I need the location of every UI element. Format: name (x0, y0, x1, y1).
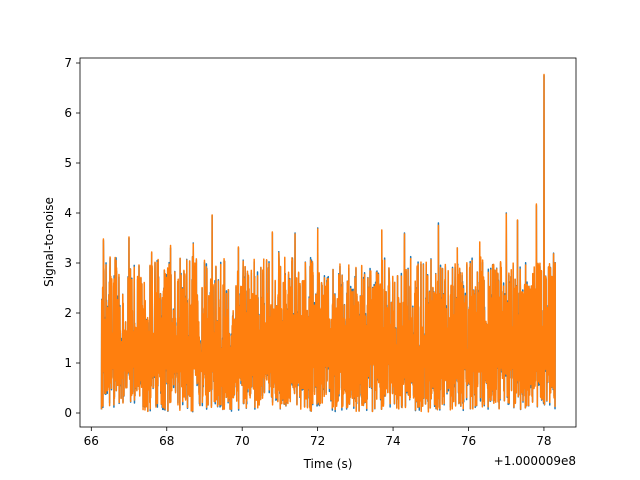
x-tick-label: 76 (461, 434, 476, 448)
y-tick-label: 3 (64, 256, 72, 270)
x-tick-label: 74 (385, 434, 400, 448)
y-axis-label: Signal-to-noise (42, 197, 56, 287)
y-tick-label: 2 (64, 306, 72, 320)
y-tick-label: 1 (64, 356, 72, 370)
y-tick-label: 4 (64, 206, 72, 220)
y-tick-label: 5 (64, 156, 72, 170)
series-layer (100, 73, 556, 413)
y-tick-label: 0 (64, 406, 72, 420)
x-tick-label: 68 (159, 434, 174, 448)
y-tick-label: 6 (64, 106, 72, 120)
x-tick-label: 66 (84, 434, 99, 448)
x-axis: 66 68 70 72 74 76 78 (84, 427, 552, 448)
x-axis-label: Time (s) (303, 457, 353, 471)
x-tick-label: 72 (310, 434, 325, 448)
x-offset-label: +1.000009e8 (494, 454, 576, 468)
plot-frame (79, 57, 577, 428)
y-axis: 0 1 2 3 4 5 6 7 (64, 56, 80, 420)
x-tick-label: 70 (235, 434, 250, 448)
y-tick-label: 7 (64, 56, 72, 70)
x-tick-label: 78 (536, 434, 551, 448)
series-line-1 (100, 73, 556, 413)
